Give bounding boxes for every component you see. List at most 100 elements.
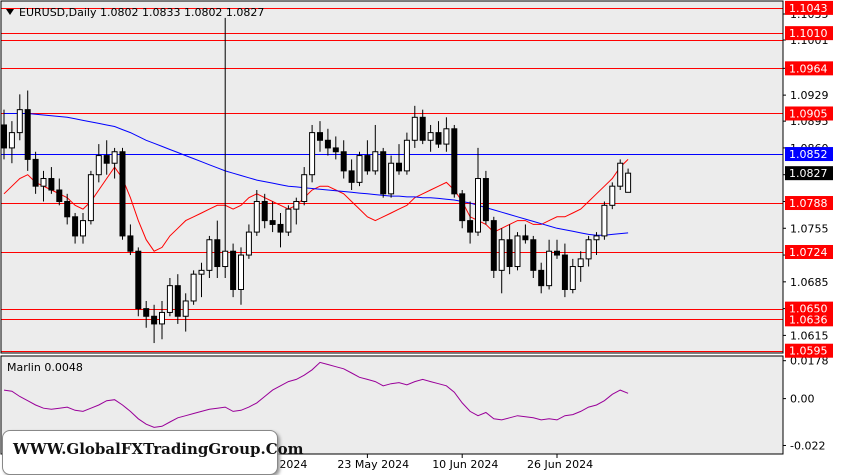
candle-body: [293, 200, 300, 210]
candle-body: [396, 162, 402, 172]
candle: [403, 132, 410, 175]
candle: [475, 147, 481, 236]
level-label-box: [785, 26, 833, 41]
candle-body: [530, 239, 537, 271]
candle-body: [482, 178, 489, 222]
candle: [56, 178, 63, 206]
level-label-box: [785, 244, 833, 259]
price-tick-label: 1.0685: [790, 276, 829, 289]
level-label-text: 1.0905: [789, 107, 828, 120]
collapse-arrow-icon[interactable]: [6, 9, 14, 15]
candle: [609, 182, 616, 210]
candle-body: [451, 128, 458, 195]
level-label-box: [785, 343, 833, 358]
candle: [546, 239, 553, 290]
candle-body: [309, 132, 316, 176]
candle-body: [285, 208, 292, 233]
candle-body: [388, 162, 395, 195]
candle: [245, 224, 252, 259]
candle: [182, 293, 189, 332]
candle: [396, 144, 402, 175]
level-labels: 1.1043 1.1010 1.0964 1.0905 1.0852 1.0788 1.07…: [785, 0, 833, 358]
candle-body: [269, 220, 276, 225]
level-label-box: [785, 0, 833, 15]
candle-body: [230, 250, 237, 290]
candle-body: [32, 158, 39, 187]
candle: [48, 167, 55, 194]
candle: [490, 216, 497, 279]
moving-averages: [3, 113, 629, 252]
candle: [506, 224, 513, 275]
candle-body: [609, 185, 616, 206]
candle-body: [87, 174, 94, 222]
candle: [577, 251, 584, 282]
candle: [269, 201, 276, 233]
candle-body: [8, 132, 15, 149]
candle: [451, 124, 458, 198]
candle-body: [261, 200, 268, 222]
candle-body: [498, 239, 505, 271]
candle-body: [166, 285, 173, 313]
time-tick-label: 23 May 2024: [337, 458, 409, 471]
candle-body: [411, 116, 418, 141]
candle-body: [238, 254, 244, 290]
candle-body: [40, 178, 47, 187]
time-tick-label: 10 Jun 2024: [432, 458, 498, 471]
candle: [166, 278, 173, 317]
candle-body: [48, 178, 55, 191]
candle: [617, 159, 624, 191]
watermark-badge: WWW.GlobalFXTradingGroup.Com: [2, 430, 304, 475]
level-label-box: [785, 196, 833, 211]
candle-body: [214, 239, 221, 268]
candle-body: [159, 311, 165, 325]
candle: [190, 270, 197, 305]
candle-body: [506, 239, 513, 268]
candle-body: [617, 162, 624, 187]
candle: [340, 140, 347, 179]
candle-body: [95, 155, 102, 176]
candle-body: [72, 216, 79, 237]
indicator-tick-label: -0.022: [790, 439, 825, 452]
candle: [538, 262, 545, 294]
candle: [435, 121, 442, 148]
candle-body: [561, 254, 568, 290]
candle: [119, 147, 126, 240]
candle: [427, 124, 434, 152]
candle: [498, 228, 505, 294]
candle-body: [245, 231, 252, 256]
candle: [419, 109, 426, 145]
candle-body: [435, 132, 442, 145]
candle-body: [475, 178, 481, 233]
candle: [522, 224, 529, 244]
candle-body: [372, 151, 379, 172]
candle: [151, 304, 158, 344]
candle: [159, 300, 165, 340]
candle: [127, 224, 134, 256]
candles: [1, 17, 632, 344]
candle-body: [143, 308, 150, 317]
candle-body: [56, 189, 63, 202]
candle-body: [554, 250, 560, 256]
candle: [380, 147, 387, 198]
level-label-text: 1.0595: [789, 345, 828, 358]
level-label-text: 1.1043: [789, 2, 828, 15]
candle: [585, 235, 592, 267]
marlin-line: [3, 361, 629, 428]
candle-body: [419, 116, 426, 141]
candle: [253, 190, 260, 236]
candle: [135, 247, 142, 317]
candle: [285, 205, 292, 236]
candle: [443, 117, 450, 152]
candle: [561, 243, 568, 298]
candle: [324, 128, 331, 156]
price-tick-label: 1.0929: [790, 89, 829, 102]
level-label-text: 1.0852: [789, 148, 828, 161]
level-lines: [1, 8, 783, 352]
candle: [24, 90, 31, 171]
indicator-tick-label: 0.0178: [790, 355, 829, 368]
candle-body: [522, 235, 529, 241]
candle-body: [151, 315, 158, 325]
candle-body: [625, 172, 632, 193]
candle-body: [253, 200, 260, 233]
